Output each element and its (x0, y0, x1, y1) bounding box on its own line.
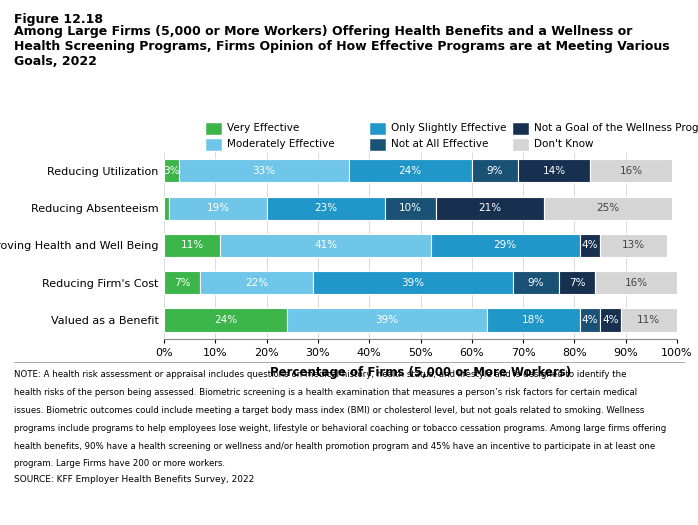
Bar (431, 234, 579, 257)
Text: 7%: 7% (569, 278, 585, 288)
Text: issues. Biometric outcomes could include meeting a target body mass index (BMI) : issues. Biometric outcomes could include… (14, 406, 644, 415)
Text: Not a Goal of the Wellness Program: Not a Goal of the Wellness Program (534, 123, 698, 133)
Text: health risks of the person being assessed. Biometric screening is a health exami: health risks of the person being assesse… (14, 388, 637, 397)
Bar (164, 196, 169, 220)
Bar (169, 196, 267, 220)
Bar (513, 271, 559, 295)
Text: 25%: 25% (596, 203, 619, 213)
Text: 19%: 19% (207, 203, 230, 213)
Text: Only Slightly Effective: Only Slightly Effective (391, 123, 506, 133)
Text: Figure 12.18: Figure 12.18 (14, 13, 103, 26)
Text: 16%: 16% (619, 166, 642, 176)
Text: health benefits, 90% have a health screening or wellness and/or health promotion: health benefits, 90% have a health scree… (14, 442, 655, 450)
X-axis label: Percentage of Firms (5,000 or More Workers): Percentage of Firms (5,000 or More Worke… (270, 366, 571, 379)
Text: program. Large Firms have 200 or more workers.: program. Large Firms have 200 or more wo… (14, 459, 225, 468)
Text: 13%: 13% (622, 240, 645, 250)
Bar (472, 159, 518, 183)
Text: Not at All Effective: Not at All Effective (391, 139, 489, 149)
Bar (267, 196, 385, 220)
Bar (600, 234, 667, 257)
Text: 23%: 23% (314, 203, 337, 213)
Bar (579, 234, 600, 257)
Text: Goals, 2022: Goals, 2022 (14, 55, 97, 68)
Text: 24%: 24% (399, 166, 422, 176)
Bar (590, 159, 672, 183)
Text: Among Large Firms (5,000 or More Workers) Offering Health Benefits and a Wellnes: Among Large Firms (5,000 or More Workers… (14, 25, 632, 38)
Text: 9%: 9% (528, 278, 544, 288)
Text: 3%: 3% (163, 166, 180, 176)
Bar (164, 159, 179, 183)
Bar (600, 308, 621, 332)
Text: Health Screening Programs, Firms Opinion of How Effective Programs are at Meetin: Health Screening Programs, Firms Opinion… (14, 40, 669, 53)
Text: 24%: 24% (214, 315, 237, 325)
Text: 14%: 14% (542, 166, 565, 176)
Text: SOURCE: KFF Employer Health Benefits Survey, 2022: SOURCE: KFF Employer Health Benefits Sur… (14, 475, 254, 484)
Bar (579, 308, 600, 332)
Bar (518, 159, 590, 183)
Bar (164, 271, 200, 295)
Text: 11%: 11% (637, 315, 660, 325)
Text: 7%: 7% (174, 278, 191, 288)
Text: 10%: 10% (399, 203, 422, 213)
Bar (436, 196, 544, 220)
Bar (164, 234, 221, 257)
Text: NOTE: A health risk assessment or appraisal includes questions on medical histor: NOTE: A health risk assessment or apprai… (14, 370, 627, 379)
Bar (544, 196, 672, 220)
Bar (385, 196, 436, 220)
Bar (221, 234, 431, 257)
Bar (200, 271, 313, 295)
Text: 9%: 9% (487, 166, 503, 176)
Bar (179, 159, 349, 183)
Text: 16%: 16% (625, 278, 648, 288)
Text: Moderately Effective: Moderately Effective (227, 139, 334, 149)
Text: Very Effective: Very Effective (227, 123, 299, 133)
Bar (621, 308, 677, 332)
Text: 41%: 41% (314, 240, 337, 250)
Text: 11%: 11% (181, 240, 204, 250)
Bar (595, 271, 677, 295)
Bar (487, 308, 579, 332)
Text: programs include programs to help employees lose weight, lifestyle or behavioral: programs include programs to help employ… (14, 424, 666, 433)
Bar (313, 271, 513, 295)
Text: 4%: 4% (602, 315, 618, 325)
Text: Don't Know: Don't Know (534, 139, 593, 149)
Text: 21%: 21% (478, 203, 501, 213)
Text: 4%: 4% (581, 240, 598, 250)
Text: 39%: 39% (401, 278, 424, 288)
Text: 29%: 29% (493, 240, 517, 250)
Text: 33%: 33% (253, 166, 276, 176)
Text: 4%: 4% (581, 315, 598, 325)
Text: 39%: 39% (376, 315, 399, 325)
Text: 18%: 18% (522, 315, 545, 325)
Text: 22%: 22% (245, 278, 268, 288)
Bar (164, 308, 287, 332)
Bar (559, 271, 595, 295)
Bar (349, 159, 472, 183)
Bar (287, 308, 487, 332)
